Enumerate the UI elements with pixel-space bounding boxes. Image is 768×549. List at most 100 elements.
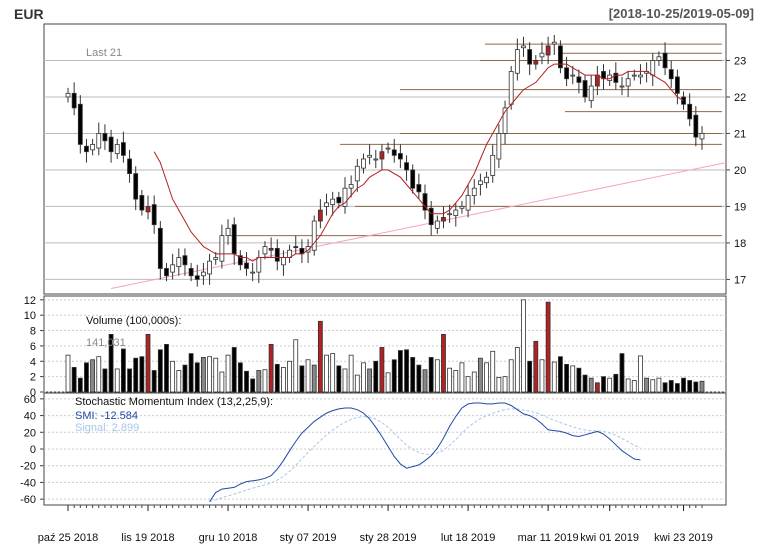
volume-tick-label: 6 (30, 341, 36, 353)
trendline (110, 162, 727, 290)
volume-bar (484, 362, 489, 393)
candle-body (521, 45, 526, 49)
candle-body (108, 136, 114, 153)
volume-bar (379, 347, 385, 393)
candle-body (182, 255, 188, 266)
candle-body (170, 264, 176, 273)
volume-bar (434, 359, 440, 393)
volume-bar (188, 353, 194, 393)
candle-body (465, 195, 471, 211)
x-tick-label: sty 07 2019 (280, 532, 337, 544)
candle-body (71, 92, 77, 109)
candle-body (496, 133, 502, 160)
price-tick-label: 23 (734, 55, 746, 67)
candle-body (471, 187, 477, 196)
smi-title: Stochastic Momentum Index (13,2,25,9): (75, 396, 273, 408)
candle-body (256, 257, 262, 273)
smi-tick-label: 20 (24, 427, 36, 439)
candle-body (373, 158, 379, 161)
smi-tick-label: -60 (20, 494, 36, 506)
candle-body (514, 49, 520, 74)
candle-body (188, 268, 194, 277)
volume-bar (287, 360, 292, 393)
candle-body (656, 56, 662, 61)
candle-body (533, 60, 539, 65)
candle-body (570, 74, 576, 77)
volume-bar (164, 343, 169, 393)
volume-bar (305, 359, 311, 393)
volume-bar (324, 354, 329, 393)
volume-bar (225, 354, 231, 393)
x-tick-label: lut 18 2019 (441, 532, 495, 544)
volume-bar (533, 340, 539, 393)
candle-body (213, 257, 219, 260)
candle-body (305, 246, 311, 253)
volume-bar (613, 373, 619, 393)
volume-bar (607, 377, 613, 393)
volume-bar (281, 367, 286, 393)
volume-tick-label: 0 (30, 387, 36, 399)
candle-body (102, 133, 108, 142)
volume-bar (348, 354, 354, 393)
candle-body (324, 202, 329, 207)
candle-body (631, 74, 637, 77)
candle-body (397, 153, 403, 160)
candle-body (693, 114, 699, 138)
volume-bar (674, 383, 680, 393)
volume-bar (539, 359, 545, 393)
candle-body (588, 85, 594, 102)
volume-bar (151, 370, 157, 393)
volume-bar (133, 357, 139, 393)
candle-body (416, 184, 422, 193)
price-tick-label: 22 (734, 92, 746, 104)
candle-body (194, 275, 200, 280)
candle-body (164, 268, 169, 277)
moving-average-line (153, 63, 684, 262)
candle-body (139, 195, 145, 211)
price-tick-label: 20 (734, 165, 746, 177)
candle-body (668, 69, 674, 80)
volume-bar (299, 365, 305, 393)
volume-bar (342, 368, 348, 393)
candle-body (90, 144, 96, 151)
volume-bar (256, 370, 262, 393)
candle-body (404, 162, 409, 171)
volume-bar (207, 356, 212, 393)
candle-body (687, 103, 693, 120)
candle-body (490, 154, 496, 176)
volume-bar (373, 360, 379, 393)
candle-body (551, 41, 557, 45)
volume-bar (465, 376, 471, 393)
volume-bar (213, 357, 219, 393)
candle-body (478, 180, 483, 185)
volume-bar (145, 333, 151, 393)
volume-bar (687, 380, 693, 393)
smi-tick-label: 60 (24, 394, 36, 406)
candle-body (317, 209, 323, 222)
volume-bar (90, 359, 96, 393)
volume-bar (650, 379, 656, 393)
volume-bar (244, 370, 249, 393)
volume-bar (471, 371, 477, 393)
candle-body (447, 213, 453, 216)
candle-body (127, 158, 132, 174)
candle-body (638, 74, 643, 78)
volume-bar (551, 361, 557, 393)
volume-bar (410, 357, 416, 393)
candle-body (219, 235, 225, 262)
candle-body (262, 246, 268, 255)
volume-bar (250, 378, 256, 393)
candle-body (422, 193, 428, 211)
volume-bar (65, 354, 71, 393)
volume-bar (447, 367, 453, 393)
candle-body (441, 216, 446, 222)
candle-body (330, 198, 336, 206)
x-tick-label: sty 28 2019 (360, 532, 417, 544)
volume-bar (638, 355, 643, 393)
volume-bar (662, 382, 668, 393)
volume-bar (588, 377, 594, 393)
price-tick-label: 18 (734, 238, 746, 250)
candle-body (114, 144, 120, 154)
volume-tick-label: 10 (24, 310, 36, 322)
